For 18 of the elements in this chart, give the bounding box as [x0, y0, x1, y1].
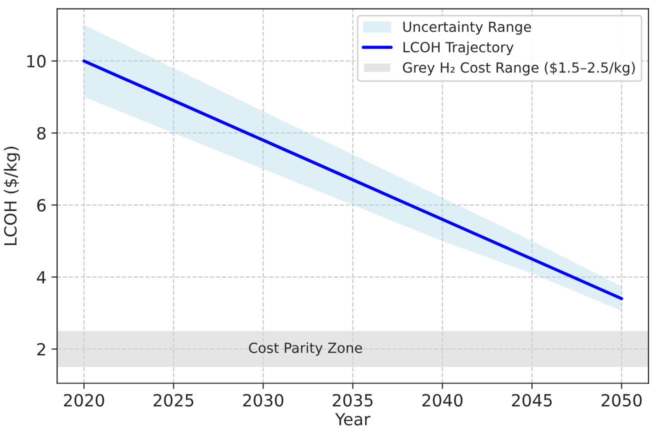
x-tick-label: 2020: [64, 394, 104, 407]
annotation: Cost Parity Zone: [248, 342, 362, 356]
y-tick-label: 10: [27, 54, 46, 68]
x-tick-label: 2040: [422, 394, 462, 407]
x-axis-title: Year: [335, 413, 370, 426]
legend-label: Grey H₂ Cost Range ($1.5–2.5/kg): [402, 62, 635, 76]
x-tick-label: 2045: [512, 394, 552, 407]
x-tick-label: 2030: [243, 394, 284, 407]
y-tick-label: 8: [37, 126, 46, 140]
x-tick-label: 2035: [332, 394, 373, 407]
x-tick-label: 2050: [602, 394, 642, 407]
x-tick-label: 2025: [154, 394, 194, 407]
y-tick-label: 4: [36, 271, 46, 284]
legend-label: LCOH Trajectory: [404, 42, 514, 56]
y-tick-label: 6: [37, 198, 46, 212]
y-axis-title: LCOH ($/kg): [4, 146, 20, 246]
annotation: Uncertainty Range: [403, 21, 531, 35]
y-tick-label: 2: [37, 343, 46, 356]
